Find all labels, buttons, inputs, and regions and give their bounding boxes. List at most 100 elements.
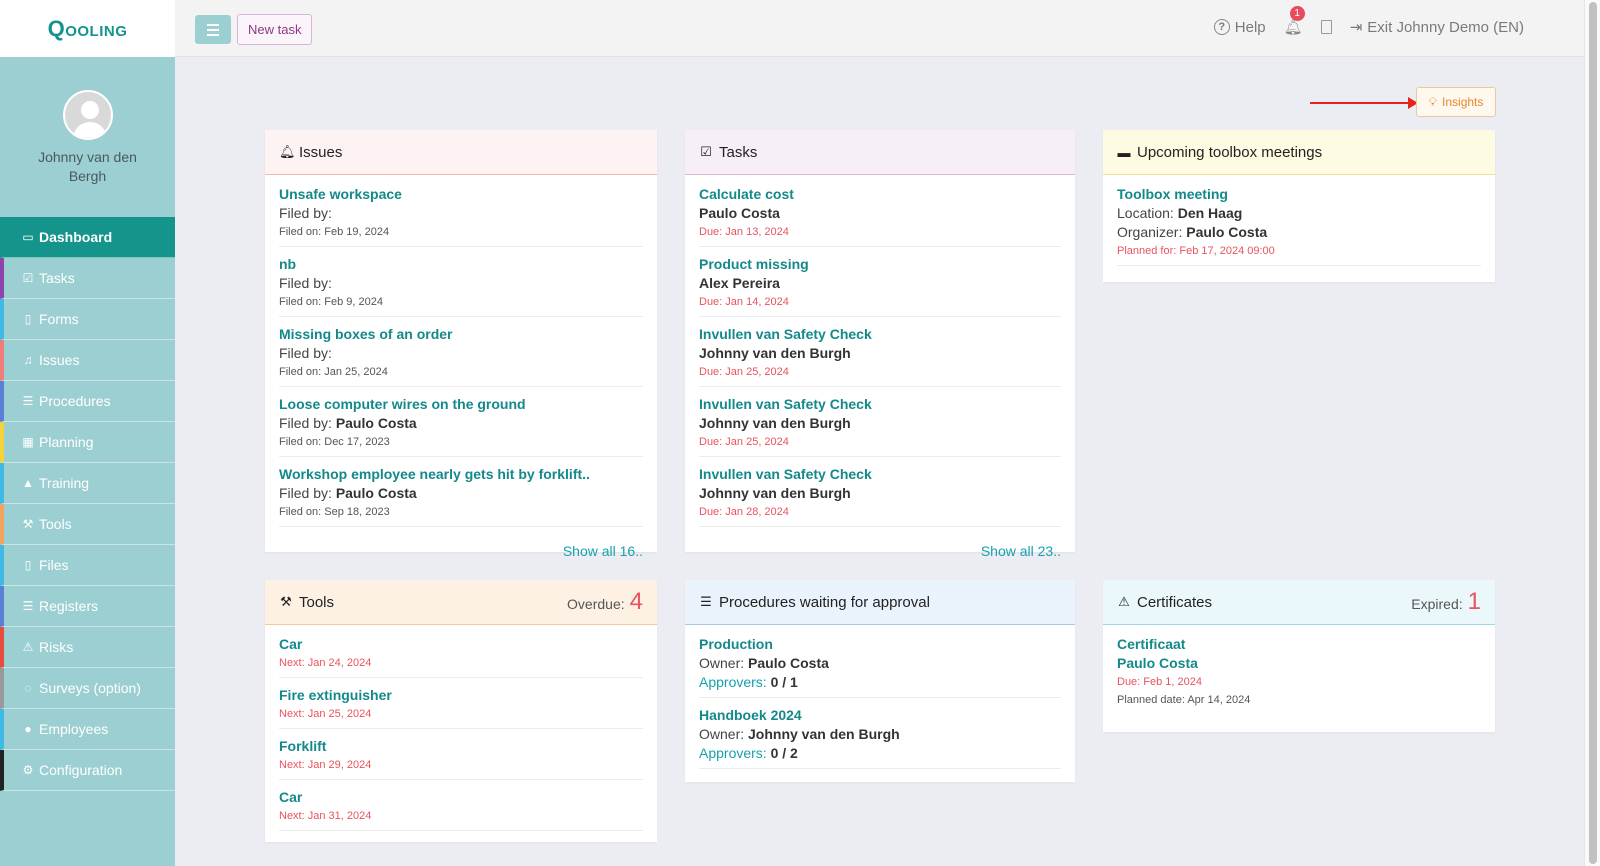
list-icon: ☰	[700, 594, 712, 609]
task-person: Paulo Costa	[699, 205, 780, 221]
sidebar-item-procedures[interactable]: ☰ Procedures	[0, 381, 175, 422]
tool-next-date: Next: Jan 31, 2024	[279, 810, 372, 822]
owner-value: Johnny van den Burgh	[748, 726, 900, 742]
sidebar-item-issues[interactable]: ♫ Issues	[0, 340, 175, 381]
user-profile: Johnny van den Bergh	[0, 57, 175, 217]
task-due: Due: Jan 14, 2024	[699, 296, 789, 308]
sidebar-item-label: Configuration	[39, 762, 123, 778]
sidebar-item-employees[interactable]: ● Employees	[0, 709, 175, 750]
list-item: Invullen van Safety Check Johnny van den…	[699, 325, 1061, 387]
help-link[interactable]: ? Help	[1213, 18, 1266, 36]
graduation-cap-icon: ▲	[22, 476, 34, 490]
sidebar-item-surveys[interactable]: ◌ Surveys (option)	[0, 668, 175, 709]
sidebar-item-label: Issues	[39, 352, 80, 368]
avatar[interactable]	[62, 90, 113, 140]
expired-count: 1	[1467, 588, 1481, 615]
book-icon	[1320, 20, 1332, 34]
list-item: Fire extinguisher Next: Jan 25, 2024	[279, 686, 643, 729]
toolbox-card-header: ▬ Upcoming toolbox meetings	[1103, 130, 1495, 175]
sidebar-nav: ▭ Dashboard ☑ Tasks ▯ Forms ♫ Issues ☰ Proced…	[0, 217, 175, 791]
certificate-due: Due: Feb 1, 2024	[1117, 676, 1203, 688]
procedures-title: Procedures waiting for approval	[719, 593, 930, 611]
notifications-button[interactable]: 🔔︎ 1	[1284, 6, 1305, 36]
sidebar-item-files[interactable]: ▯ Files	[0, 545, 175, 586]
sidebar-item-training[interactable]: ▲ Training	[0, 463, 175, 504]
insights-button[interactable]: 💡︎ Insights	[1416, 87, 1496, 117]
manual-button[interactable]	[1320, 20, 1332, 34]
task-title-link[interactable]: Invullen van Safety Check	[699, 396, 872, 412]
issue-title-link[interactable]: Loose computer wires on the ground	[279, 396, 526, 412]
sidebar-item-label: Procedures	[39, 393, 111, 409]
monitor-icon: ▭	[22, 230, 34, 244]
certificates-title: Certificates	[1137, 593, 1213, 611]
sidebar-item-planning[interactable]: ▦ Planning	[0, 422, 175, 463]
scrollbar[interactable]	[1584, 0, 1600, 866]
sidebar-item-forms[interactable]: ▯ Forms	[0, 299, 175, 340]
issue-title-link[interactable]: Workshop employee nearly gets hit by for…	[279, 466, 590, 482]
tool-next-date: Next: Jan 24, 2024	[279, 657, 372, 669]
list-item: Missing boxes of an order Filed by: File…	[279, 325, 643, 387]
toolbox-title: Upcoming toolbox meetings	[1137, 143, 1323, 161]
sidebar-item-registers[interactable]: ☰ Registers	[0, 586, 175, 627]
list-item: Toolbox meeting Location: Den Haag Organ…	[1117, 185, 1481, 266]
exit-label: Exit Johnny Demo (EN)	[1367, 18, 1524, 36]
warning-icon: ⚠	[1118, 594, 1130, 609]
list-item: Handboek 2024 Owner: Johnny van den Burg…	[699, 706, 1061, 769]
sidebar-item-label: Surveys (option)	[39, 680, 141, 696]
tool-title-link[interactable]: Car	[279, 636, 303, 652]
issue-title-link[interactable]: Unsafe workspace	[279, 186, 402, 202]
filed-on: Filed on: Feb 9, 2024	[279, 296, 383, 308]
wrench-icon: ⚒	[22, 517, 34, 531]
procedures-approval-card: ☰ Procedures waiting for approval Product…	[685, 580, 1075, 782]
task-title-link[interactable]: Calculate cost	[699, 186, 794, 202]
check-square-icon: ☑	[700, 144, 712, 159]
tool-title-link[interactable]: Car	[279, 789, 303, 805]
sidebar-item-tools[interactable]: ⚒ Tools	[0, 504, 175, 545]
certificate-title-link[interactable]: Certificaat	[1117, 636, 1186, 652]
certificate-person-link[interactable]: Paulo Costa	[1117, 655, 1198, 671]
help-label: Help	[1234, 18, 1266, 36]
sidebar-item-dashboard[interactable]: ▭ Dashboard	[0, 217, 175, 258]
menu-toggle-button[interactable]	[195, 15, 231, 44]
task-title-link[interactable]: Product missing	[699, 256, 809, 272]
users-icon: ●	[24, 722, 32, 736]
task-person: Johnny van den Burgh	[699, 485, 851, 501]
certificates-card: ⚠ Certificates Expired: 1 Certificaat Paul…	[1103, 580, 1495, 732]
task-title-link[interactable]: Invullen van Safety Check	[699, 466, 872, 482]
new-task-button[interactable]: New task	[237, 14, 313, 45]
sidebar-item-tasks[interactable]: ☑ Tasks	[0, 258, 175, 299]
exit-link[interactable]: ⇥ Exit Johnny Demo (EN)	[1350, 18, 1524, 37]
list-item: Unsafe workspace Filed by: Filed on: Feb…	[279, 185, 643, 247]
sidebar-item-configuration[interactable]: ⚙ Configuration	[0, 750, 175, 791]
toolbox-meetings-card: ▬ Upcoming toolbox meetings Toolbox meeti…	[1103, 130, 1495, 282]
procedure-title-link[interactable]: Handboek 2024	[699, 707, 802, 723]
list-item: Forklift Next: Jan 29, 2024	[279, 737, 643, 780]
task-title-link[interactable]: Invullen van Safety Check	[699, 326, 872, 342]
show-all-issues-link[interactable]: Show all 16..	[562, 543, 643, 559]
header-actions: ? Help 🔔︎ 1 ⇥ Exit Johnny Demo (EN)	[1213, 6, 1524, 37]
meeting-title-link[interactable]: Toolbox meeting	[1117, 186, 1228, 202]
sidebar-item-label: Files	[39, 557, 69, 573]
tool-title-link[interactable]: Forklift	[279, 738, 327, 754]
sidebar-item-risks[interactable]: ⚠ Risks	[0, 627, 175, 668]
issue-title-link[interactable]: nb	[279, 256, 297, 272]
warning-icon: ⚠	[22, 640, 34, 654]
approvers-label: Approvers:	[699, 674, 767, 690]
pdf-file-icon: ▯	[24, 558, 32, 572]
user-name: Johnny van den Bergh	[38, 149, 137, 184]
certificate-planned-date: Planned date: Apr 14, 2024	[1117, 694, 1251, 706]
filed-on: Filed on: Feb 19, 2024	[279, 226, 390, 238]
filed-by-label: Filed by:	[279, 415, 332, 431]
approvers-value: 0 / 1	[770, 674, 798, 690]
logo-box[interactable]: Qooling	[0, 0, 175, 57]
task-person: Johnny van den Burgh	[699, 345, 851, 361]
show-all-tasks-link[interactable]: Show all 23..	[980, 543, 1061, 559]
scroll-thumb[interactable]	[1589, 2, 1597, 864]
issue-title-link[interactable]: Missing boxes of an order	[279, 326, 453, 342]
filed-by-label: Filed by:	[279, 205, 332, 221]
qooling-logo[interactable]: Qooling	[47, 15, 128, 41]
tool-title-link[interactable]: Fire extinguisher	[279, 687, 392, 703]
sidebar-item-label: Dashboard	[39, 229, 113, 245]
procedure-title-link[interactable]: Production	[699, 636, 773, 652]
sidebar-item-label: Training	[39, 475, 90, 491]
